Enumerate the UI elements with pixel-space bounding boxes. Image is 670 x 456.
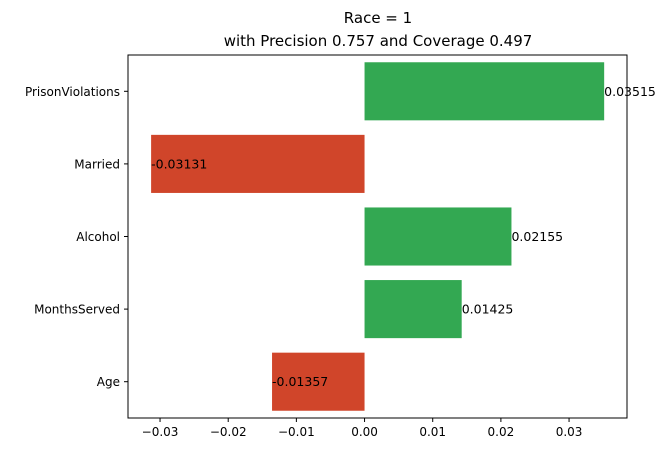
y-tick-label-age: Age (97, 375, 120, 389)
chart-title-line-1: Race = 1 (344, 9, 412, 27)
bar-monthsserved (364, 280, 462, 339)
y-axis: PrisonViolations Married Alcohol MonthsServ… (25, 85, 128, 389)
x-tick-label: −0.02 (210, 425, 247, 439)
y-tick-label-married: Married (74, 157, 120, 171)
x-tick-label: −0.03 (142, 425, 179, 439)
chart-title-line-2: with Precision 0.757 and Coverage 0.497 (224, 32, 533, 50)
x-tick-label: 0.00 (351, 425, 378, 439)
x-tick-label: 0.01 (419, 425, 446, 439)
x-axis: −0.03 −0.02 −0.01 0.00 0.01 0.02 0.03 (142, 418, 583, 439)
value-label-monthsserved: 0.01425 (462, 302, 514, 317)
value-labels-group: 0.03515 -0.03131 0.02155 0.01425 -0.01357 (151, 84, 656, 389)
value-label-age: -0.01357 (272, 374, 328, 389)
value-label-alcohol: 0.02155 (511, 229, 563, 244)
value-label-married: -0.03131 (151, 156, 207, 171)
bar-age (272, 352, 365, 411)
x-tick-label: 0.03 (556, 425, 583, 439)
bar-prisonviolations (364, 62, 605, 121)
bar-married (151, 134, 365, 193)
plot-frame (127, 54, 628, 419)
y-tick-label-alcohol: Alcohol (76, 230, 120, 244)
x-tick-label: −0.01 (278, 425, 315, 439)
bars-group (151, 62, 605, 411)
bar-alcohol (364, 207, 512, 266)
value-label-prisonviolations: 0.03515 (604, 84, 656, 99)
y-tick-label-monthsserved: MonthsServed (34, 303, 120, 317)
x-tick-label: 0.02 (488, 425, 515, 439)
y-tick-label-prisonviolations: PrisonViolations (25, 85, 120, 99)
